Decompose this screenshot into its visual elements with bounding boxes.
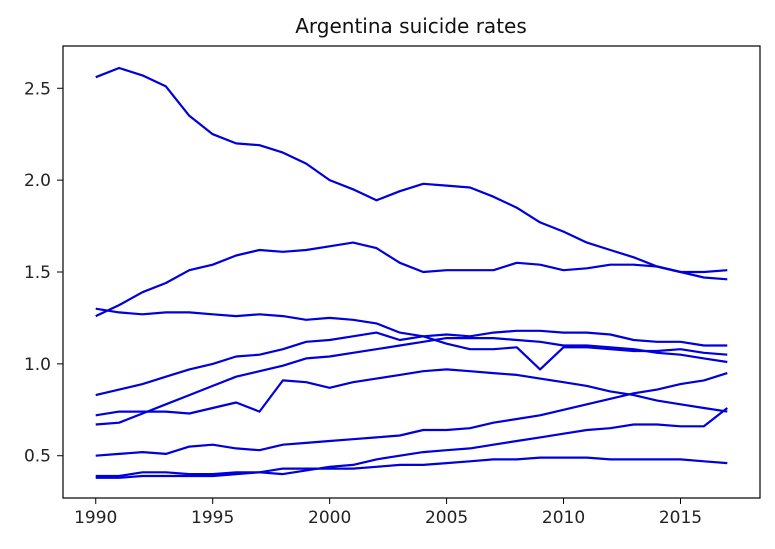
series-line-7 — [95, 372, 728, 457]
y-tick-label: 2.0 — [24, 171, 51, 191]
x-tick-label: 2015 — [659, 508, 702, 528]
series-line-1 — [95, 66, 728, 281]
series-line-6 — [95, 337, 728, 426]
x-tick-label: 2010 — [542, 508, 585, 528]
chart-title: Argentina suicide rates — [295, 14, 527, 38]
series-line-9 — [95, 456, 728, 479]
x-tick-label: 1995 — [191, 508, 234, 528]
y-tick-label: 0.5 — [24, 447, 51, 467]
series-line-5 — [95, 368, 728, 417]
series-line-3 — [95, 307, 728, 371]
series-layer — [95, 66, 728, 479]
y-tick-label: 1.5 — [24, 263, 51, 283]
x-tick-label: 2000 — [308, 508, 351, 528]
plot-area-frame — [62, 45, 761, 499]
y-axis: 0.5 1.0 1.5 2.0 2.5 — [24, 79, 63, 467]
y-tick-label: 2.5 — [24, 79, 51, 99]
x-tick-label: 1990 — [74, 508, 117, 528]
series-line-8 — [95, 407, 728, 478]
x-tick-label: 2005 — [425, 508, 468, 528]
series-line-2 — [95, 241, 728, 318]
series-line-4 — [95, 329, 728, 397]
x-axis: 1990 1995 2000 2005 2010 2015 — [74, 498, 702, 528]
y-tick-label: 1.0 — [24, 355, 51, 375]
